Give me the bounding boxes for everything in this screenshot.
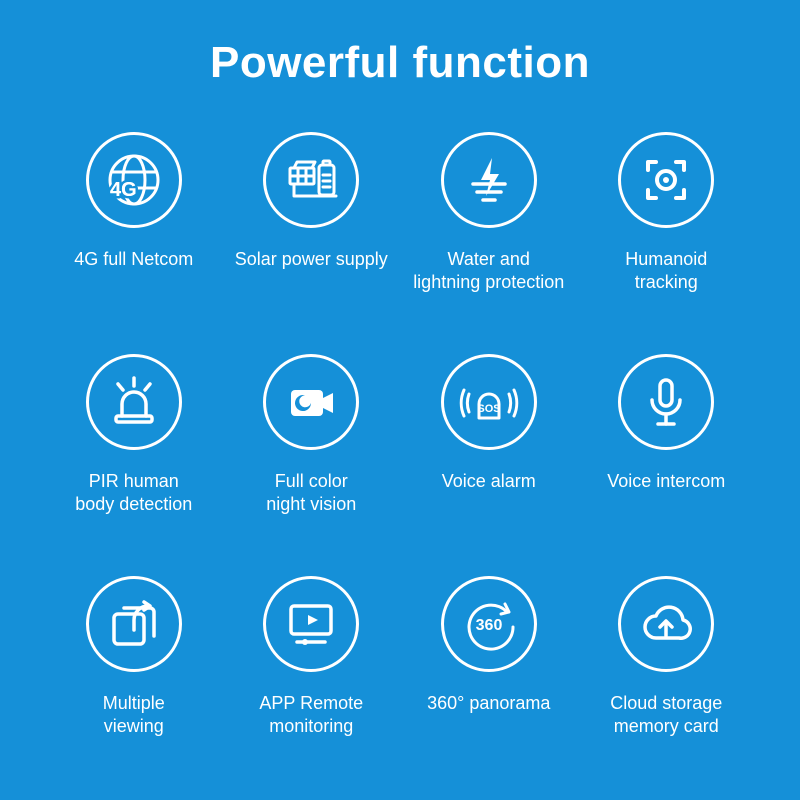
lightning-icon: [441, 132, 537, 228]
page-title: Powerful function: [50, 38, 750, 88]
infographic-container: Powerful function 4G 4G 4G full Netcom: [0, 0, 800, 800]
feature-label: 360° panorama: [427, 692, 550, 715]
cloud-upload-icon: [618, 576, 714, 672]
feature-label: PIR human body detection: [75, 470, 192, 515]
share-multi-icon: [86, 576, 182, 672]
globe-4g-icon: 4G 4G: [86, 132, 182, 228]
siren-icon: [86, 354, 182, 450]
feature-cell: Water and lightning protection: [405, 132, 573, 326]
feature-cell: Solar power supply: [228, 132, 396, 326]
svg-text:360: 360: [475, 617, 502, 634]
feature-label: Water and lightning protection: [413, 248, 564, 293]
microphone-icon: [618, 354, 714, 450]
feature-cell: Full color night vision: [228, 354, 396, 548]
focus-target-icon: [618, 132, 714, 228]
feature-label: 4G full Netcom: [74, 248, 193, 271]
feature-cell: 360 360° panorama: [405, 576, 573, 770]
feature-label: Full color night vision: [266, 470, 356, 515]
panorama-360-icon: 360: [441, 576, 537, 672]
feature-cell: APP Remote monitoring: [228, 576, 396, 770]
feature-grid: 4G 4G 4G full Netcom Solar powe: [50, 132, 750, 770]
solar-battery-icon: [263, 132, 359, 228]
feature-cell: Voice intercom: [583, 354, 751, 548]
feature-cell: PIR human body detection: [50, 354, 218, 548]
feature-cell: SOS Voice alarm: [405, 354, 573, 548]
feature-label: APP Remote monitoring: [259, 692, 363, 737]
feature-label: Voice alarm: [442, 470, 536, 493]
night-camera-icon: [263, 354, 359, 450]
svg-text:4G: 4G: [110, 179, 137, 201]
feature-label: Humanoid tracking: [625, 248, 707, 293]
feature-cell: Humanoid tracking: [583, 132, 751, 326]
feature-label: Cloud storage memory card: [610, 692, 722, 737]
feature-cell: 4G 4G 4G full Netcom: [50, 132, 218, 326]
feature-label: Multiple viewing: [103, 692, 165, 737]
svg-text:SOS: SOS: [477, 403, 500, 415]
monitor-play-icon: [263, 576, 359, 672]
feature-cell: Cloud storage memory card: [583, 576, 751, 770]
feature-label: Voice intercom: [607, 470, 725, 493]
feature-cell: Multiple viewing: [50, 576, 218, 770]
feature-label: Solar power supply: [235, 248, 388, 271]
sos-alarm-icon: SOS: [441, 354, 537, 450]
